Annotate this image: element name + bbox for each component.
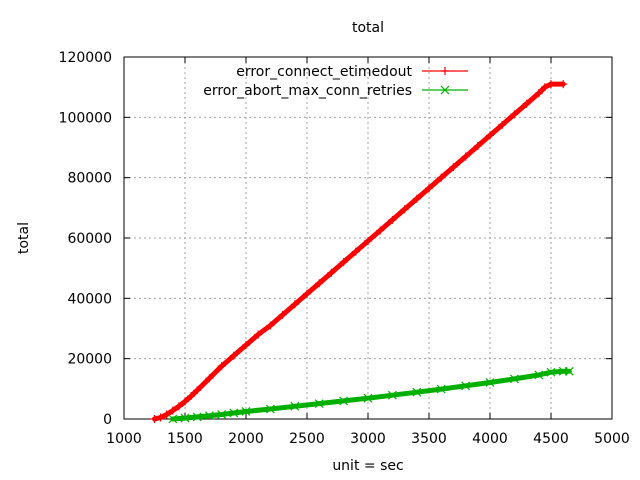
y-tick-label: 60000: [67, 231, 112, 247]
data-point: [400, 205, 409, 214]
axis-ticks: 1000 1500 2000 2500 3000 3500 4000 4500 5000 0 200…: [59, 50, 630, 447]
data-point: [217, 362, 226, 371]
data-point: [290, 300, 299, 309]
data-point: [461, 381, 471, 391]
data-point: [509, 374, 519, 384]
legend-label: error_abort_max_conn_retries: [203, 83, 412, 99]
series-1: [168, 366, 574, 424]
data-point: [364, 237, 372, 246]
legend-item: error_abort_max_conn_retries: [203, 83, 468, 99]
y-axis-label: total: [16, 222, 32, 254]
data-point: [388, 215, 397, 224]
x-tick-label: 2500: [289, 431, 325, 447]
data-point: [150, 415, 159, 423]
data-point: [168, 406, 177, 415]
data-point: [204, 411, 214, 421]
data-point: [522, 99, 531, 108]
data-point: [437, 173, 446, 182]
y-tick-label: 100000: [59, 110, 112, 126]
series-line: [170, 368, 572, 422]
x-tick-label: 4000: [472, 431, 508, 447]
y-tick-label: 80000: [67, 171, 112, 187]
data-point: [339, 396, 349, 406]
data-point: [315, 279, 324, 288]
data-point: [498, 120, 507, 129]
y-tick-label: 0: [103, 412, 112, 428]
data-point: [461, 152, 470, 161]
legend-marker: [440, 85, 450, 95]
x-tick-label: 1500: [167, 431, 203, 447]
data-point: [229, 408, 239, 418]
x-tick-label: 4500: [533, 431, 569, 447]
data-point: [559, 80, 568, 89]
data-point: [387, 390, 397, 400]
data-point: [180, 413, 190, 423]
y-tick-label: 120000: [59, 50, 112, 66]
data-point: [265, 404, 275, 414]
data-point: [162, 410, 171, 419]
series-0: [150, 80, 568, 423]
data-point: [205, 374, 214, 383]
data-point: [181, 397, 189, 406]
data-point: [510, 110, 519, 119]
legend: error_connect_etimedout error_abort_max_c…: [203, 64, 468, 99]
data-point: [547, 80, 555, 89]
data-point: [241, 407, 251, 416]
data-point: [193, 386, 202, 395]
data-point: [327, 268, 336, 277]
data-point: [449, 163, 458, 172]
data-point: [314, 399, 324, 409]
data-point: [290, 401, 300, 411]
legend-item: error_connect_etimedout: [236, 64, 468, 80]
x-axis-label: unit = sec: [332, 458, 403, 474]
data-point: [278, 310, 287, 319]
data-point: [376, 226, 385, 235]
data-point: [436, 384, 446, 394]
data-point: [485, 378, 495, 387]
data-point: [168, 414, 178, 424]
data-point: [425, 184, 433, 193]
legend-marker: [441, 67, 449, 75]
data-point: [363, 393, 373, 403]
data-point: [187, 392, 196, 401]
data-point: [192, 412, 202, 422]
x-tick-label: 5000: [594, 431, 630, 447]
data-point: [156, 413, 165, 422]
data-point: [266, 321, 275, 330]
data-point: [486, 131, 494, 140]
data-point: [254, 330, 263, 339]
data-point: [351, 247, 360, 256]
x-tick-label: 2000: [228, 431, 264, 447]
data-point: [540, 83, 549, 92]
legend-label: error_connect_etimedout: [236, 64, 412, 80]
y-tick-label: 20000: [67, 352, 112, 368]
data-point: [217, 410, 227, 419]
grid-lines: [124, 57, 612, 419]
data-point: [534, 89, 543, 98]
data-point: [339, 258, 348, 267]
data-point: [229, 351, 238, 360]
chart-title: total: [352, 20, 384, 36]
data-point: [534, 370, 544, 380]
data-point: [412, 387, 422, 397]
data-point: [303, 289, 311, 298]
x-tick-label: 1000: [106, 431, 142, 447]
x-tick-label: 3500: [411, 431, 447, 447]
y-tick-label: 40000: [67, 291, 112, 307]
data-point: [174, 402, 183, 411]
data-point: [546, 367, 556, 377]
data-point: [242, 341, 250, 350]
data-point: [564, 366, 574, 376]
data-point: [473, 141, 482, 150]
data-point: [412, 194, 421, 203]
series-layer: [150, 80, 574, 424]
x-tick-label: 3000: [350, 431, 386, 447]
